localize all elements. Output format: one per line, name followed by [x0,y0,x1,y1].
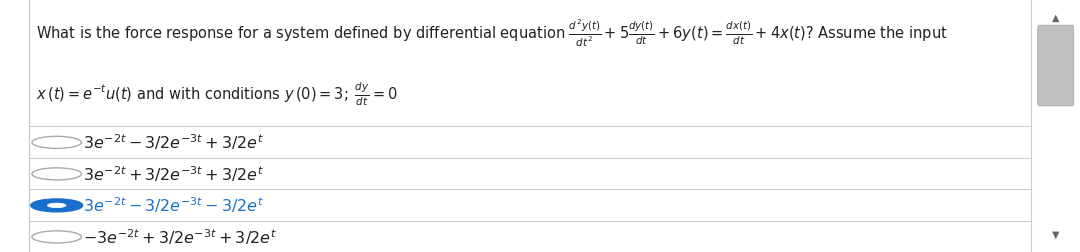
Text: ▼: ▼ [1052,229,1059,239]
Text: $3e^{-2t} - 3/2e^{-3t} + 3/2e^{t}$: $3e^{-2t} - 3/2e^{-3t} + 3/2e^{t}$ [82,133,264,152]
Circle shape [31,199,82,212]
Text: $3e^{-2t} - 3/2e^{-3t} - 3/2e^{t}$: $3e^{-2t} - 3/2e^{-3t} - 3/2e^{t}$ [82,196,264,215]
Circle shape [48,203,66,208]
Text: What is the force response for a system defined by differential equation $\frac{: What is the force response for a system … [36,18,948,49]
Text: $3e^{-2t} + 3/2e^{-3t} + 3/2e^{t}$: $3e^{-2t} + 3/2e^{-3t} + 3/2e^{t}$ [82,164,264,184]
FancyBboxPatch shape [1038,25,1074,106]
Circle shape [32,168,81,180]
Text: $x\,(t) = e^{-t}u(t)$ and with conditions $y\,(0) = 3;\;\frac{dy}{dt} = 0$: $x\,(t) = e^{-t}u(t)$ and with condition… [36,81,397,108]
Text: ▲: ▲ [1052,13,1059,23]
Circle shape [32,136,81,148]
Text: $-3e^{-2t} + 3/2e^{-3t} + 3/2e^{t}$: $-3e^{-2t} + 3/2e^{-3t} + 3/2e^{t}$ [82,227,276,247]
Circle shape [32,231,81,243]
